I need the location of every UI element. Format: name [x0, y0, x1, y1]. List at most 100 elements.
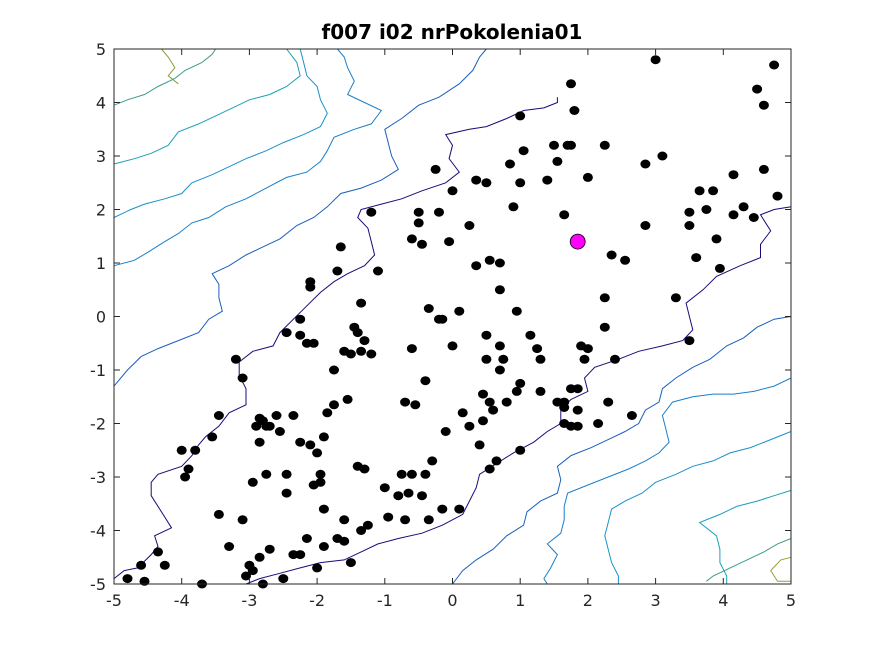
data-point	[447, 186, 458, 196]
data-point	[224, 542, 235, 551]
data-point	[728, 210, 739, 220]
data-point	[569, 106, 580, 115]
best-point	[569, 233, 586, 250]
data-point	[261, 469, 272, 479]
data-point	[430, 164, 441, 174]
data-point	[758, 164, 769, 174]
data-point	[153, 547, 163, 557]
data-point	[288, 411, 299, 420]
data-point	[684, 207, 695, 217]
data-point	[318, 432, 329, 442]
data-point	[213, 509, 224, 519]
data-point	[251, 421, 262, 431]
data-point	[305, 282, 316, 292]
data-point	[237, 515, 248, 525]
data-point	[136, 560, 147, 570]
contour-line	[698, 489, 792, 584]
data-point	[339, 515, 350, 525]
data-point	[423, 304, 434, 313]
data-point	[190, 445, 201, 455]
data-point	[359, 336, 370, 346]
x-tick-label: 1	[515, 591, 525, 610]
data-point	[366, 349, 377, 359]
y-axis: -5 -4 -3 -2 -1 0 1 2 3 4 5	[90, 40, 791, 594]
data-point	[650, 55, 661, 65]
data-point	[417, 239, 427, 249]
data-point	[640, 221, 651, 230]
data-point	[640, 159, 651, 169]
data-point	[481, 354, 492, 364]
data-point	[308, 480, 319, 490]
data-point	[264, 544, 275, 554]
data-point	[484, 397, 495, 407]
x-axis: -5 -4 -3 -2 -1 0 1 2 3 4 5	[106, 49, 796, 610]
data-point	[559, 403, 570, 412]
y-tick-label: -5	[90, 575, 106, 594]
data-point	[603, 397, 614, 407]
contour-lines	[113, 48, 792, 585]
data-point	[322, 408, 333, 418]
data-point	[396, 469, 407, 479]
contour-line	[543, 377, 792, 585]
data-point	[339, 536, 350, 546]
data-point	[241, 571, 251, 581]
data-point	[437, 504, 448, 514]
contour-line	[706, 538, 792, 582]
data-point	[230, 354, 241, 364]
data-point	[728, 170, 739, 180]
data-point	[606, 250, 617, 260]
data-point	[769, 60, 780, 70]
data-point	[738, 202, 749, 212]
data-point	[318, 504, 329, 514]
data-point	[752, 84, 763, 94]
contour-line	[604, 431, 792, 584]
x-tick-label: 4	[718, 591, 728, 610]
contour-line	[113, 48, 217, 106]
best-point-layer	[569, 233, 586, 250]
data-point	[237, 373, 248, 383]
data-point	[582, 344, 593, 354]
data-points	[122, 55, 783, 589]
data-point	[362, 520, 373, 530]
contour-line	[452, 316, 792, 585]
data-point	[335, 242, 346, 252]
data-point	[684, 336, 695, 346]
data-point	[474, 440, 485, 450]
data-point	[708, 186, 719, 196]
x-tick-label: 0	[447, 591, 457, 610]
data-point	[691, 253, 702, 263]
data-point	[315, 469, 326, 479]
data-point	[471, 261, 482, 271]
data-point	[318, 542, 329, 551]
data-point	[281, 469, 292, 479]
data-point	[247, 566, 258, 576]
data-point	[400, 397, 411, 407]
data-point	[413, 218, 424, 228]
plot-area	[114, 49, 791, 584]
data-point	[345, 349, 356, 359]
data-point	[657, 151, 668, 161]
data-point	[494, 341, 505, 351]
data-point	[406, 344, 417, 354]
data-point	[434, 207, 444, 217]
data-point	[511, 306, 522, 316]
data-point	[494, 285, 505, 295]
data-point	[295, 550, 306, 560]
data-point	[491, 456, 502, 466]
data-point	[278, 574, 289, 584]
data-point	[379, 483, 390, 493]
y-tick-label: -2	[90, 415, 106, 434]
data-point	[312, 563, 323, 573]
y-tick-label: 2	[96, 201, 106, 220]
data-point	[484, 464, 495, 474]
data-point	[308, 338, 319, 348]
data-point	[444, 237, 455, 247]
x-tick-label: -5	[106, 591, 122, 610]
data-point	[274, 427, 285, 436]
y-tick-label: -3	[90, 468, 106, 487]
contour-line	[113, 48, 487, 387]
data-point	[281, 488, 292, 498]
data-point	[515, 445, 526, 455]
